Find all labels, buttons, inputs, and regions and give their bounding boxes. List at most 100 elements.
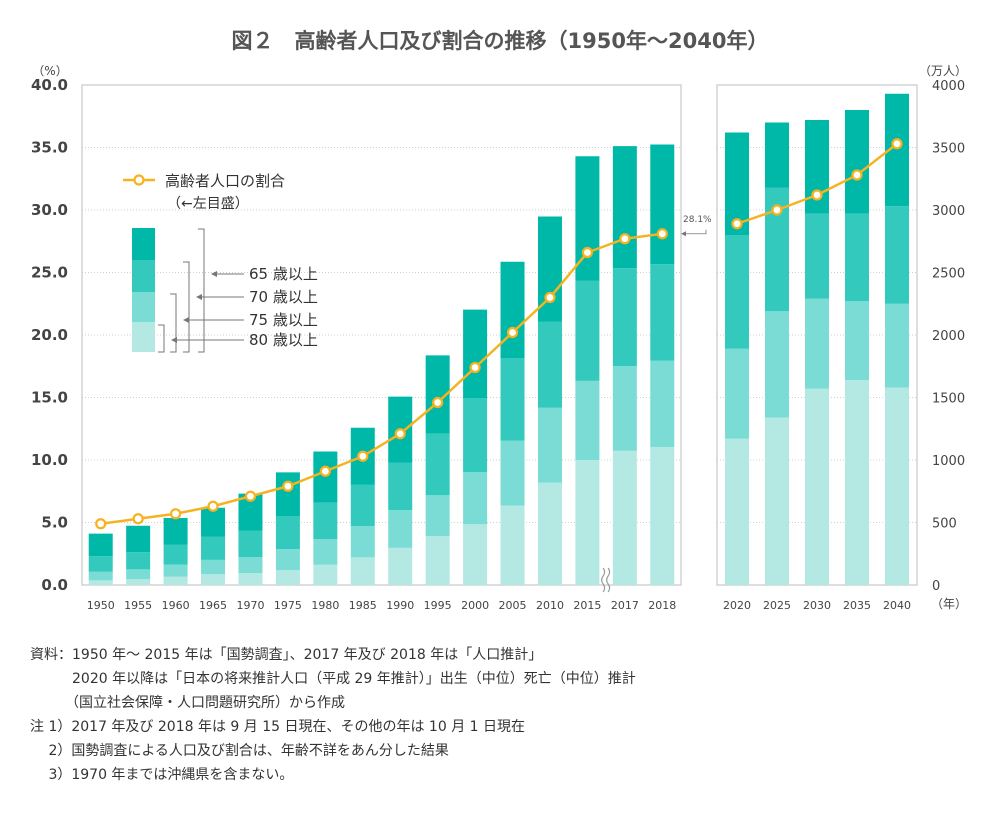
bar-segment [350,557,375,585]
left-tick-label: 15.0 [31,389,68,407]
x-tick-label: 2035 [843,599,871,612]
bar-segment [425,433,450,496]
bar-segment [805,388,829,585]
axis-break-mark [606,567,611,593]
x-tick-label: 2015 [573,599,601,612]
bar-segment [425,536,450,585]
bar-segment [885,303,909,388]
bar-segment [650,447,675,585]
bar-segment [275,549,300,571]
chart: 図２ 高齢者人口及び割合の推移（1950年～2040年） （%） （万人） 0.… [31,29,967,612]
legend-bracket [158,324,165,353]
x-tick-label: 1985 [349,599,377,612]
right-tick-label: 3500 [932,142,965,157]
legend-arrow-head [196,294,202,300]
bar-segment [537,482,562,585]
bar-segment [612,366,637,451]
bar-segment [313,539,338,565]
x-tick-label: 2005 [499,599,527,612]
bar-segment [126,569,151,580]
legend-label: 70 歳以上 [249,288,318,306]
legend-label: 80 歳以上 [249,331,318,349]
bar-segment [725,348,749,439]
axis-break-mark [601,567,606,593]
bar-segment [313,564,338,585]
bar-segment [537,407,562,483]
bar-segment [88,533,113,557]
left-tick-label: 10.0 [31,451,68,469]
bar-segment [575,156,600,281]
bar-segment [388,510,413,548]
callout-arrow [684,229,707,235]
plot-area: 0.0 5.0 10.0 15.0 20.0 25.0 30.0 35.0 40.0 0 500 10… [31,76,967,612]
bar-segment [201,574,226,585]
bar-segment [275,516,300,550]
bar-segment [500,261,525,358]
x-tick-label: 2000 [461,599,489,612]
bar-segment [163,576,188,585]
x-tick-label: 1960 [162,599,190,612]
bar-segment [612,268,637,367]
legend-line-marker [133,174,145,186]
left-axis-unit: （%） [32,64,67,78]
plot-frame-left [81,84,682,586]
bar-segment [575,280,600,381]
x-tick-label: 2040 [883,599,911,612]
bar-segment [575,460,600,585]
legend-bracket [183,261,190,353]
x-tick-label: 1990 [386,599,414,612]
note-line: 3）1970 年までは沖縄県を含まない。 [30,767,294,783]
line-point [169,508,182,520]
callout-arrow-head [681,231,686,237]
x-tick-label: 2020 [723,599,751,612]
bar-segment [313,502,338,540]
bar-segment [275,472,300,517]
note-line: （国立社会保障・人口問題研究所）から作成 [30,695,345,711]
x-tick-label: 1980 [311,599,339,612]
legend-label: 75 歳以上 [249,311,318,329]
bar-segment [650,264,675,361]
bar-segment [612,450,637,585]
left-tick-label: 5.0 [41,514,68,532]
legend-swatch [132,322,155,352]
bar-segment [885,387,909,585]
bar-segment [805,298,829,389]
x-tick-label: 1955 [124,599,152,612]
bar-segment [88,571,113,581]
legend-label: 65 歳以上 [249,265,318,283]
legend-arrow-head [171,337,177,343]
line-point [207,500,219,512]
bar-segment [388,462,413,511]
bar-segment [425,495,450,536]
bar-segment [163,518,188,545]
bar-segment [238,557,263,574]
x-tick-label: 1950 [87,599,115,612]
line-point [282,480,294,492]
line-point [95,518,107,530]
right-tick-label: 4000 [932,79,965,94]
bar-segment [201,559,226,575]
bar-segment [575,380,600,460]
bar-segment [845,301,869,380]
bar-segment [845,110,869,214]
left-tick-label: 30.0 [31,201,68,219]
note-line: 注 1）2017 年及び 2018 年は 9 月 15 日現在、その他の年は 1… [30,719,526,735]
bar-segment [650,360,675,447]
bar-segment [500,440,525,506]
bar-segment [845,380,869,585]
bar-segment [126,579,151,585]
bar-segment [765,122,789,188]
bar-segment [275,570,300,585]
legend-swatch [132,292,155,322]
left-tick-label: 40.0 [31,76,68,94]
bar-segment [463,524,488,585]
bar-segment [163,544,188,565]
line-point [731,218,743,230]
bar-segment [650,144,675,265]
line-point [357,450,369,462]
line-point [656,228,668,240]
line-point [771,204,783,216]
legend-label: （←左目盛） [167,196,249,212]
bar-segment [612,146,637,269]
line-point [132,513,144,525]
